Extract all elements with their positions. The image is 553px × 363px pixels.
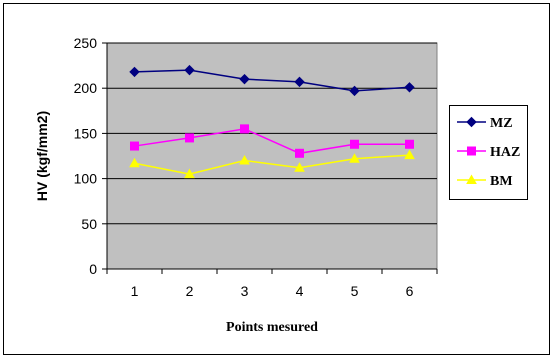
x-axis-label: Points mesured	[226, 320, 318, 335]
y-tick-label: 150	[74, 125, 98, 141]
legend-box	[449, 105, 528, 200]
series-mz	[129, 64, 415, 97]
legend: MZ HAZ BM	[449, 105, 528, 200]
x-tick-label: 3	[241, 283, 249, 299]
y-tick-label: 0	[89, 261, 97, 277]
data-point-mz	[294, 76, 305, 88]
data-point-mz	[404, 82, 415, 93]
y-axis-label: HV (kgf/mm2)	[34, 111, 50, 201]
y-tick-label: 50	[81, 216, 97, 232]
legend-marker-haz	[467, 146, 476, 156]
data-point-bm	[239, 155, 250, 165]
series-bm	[129, 149, 415, 179]
gridlines	[107, 42, 437, 225]
y-tick-label: 100	[74, 171, 98, 187]
data-point-bm	[404, 149, 415, 160]
data-point-mz	[239, 73, 250, 85]
data-point-mz	[129, 66, 140, 78]
data-point-haz	[295, 148, 304, 158]
data-point-haz	[405, 139, 414, 149]
y-tick-label: 200	[74, 80, 98, 96]
x-tick-label: 1	[131, 283, 139, 299]
data-point-mz	[184, 64, 195, 76]
data-point-haz	[185, 133, 194, 143]
data-point-mz	[349, 85, 360, 97]
series-line-haz	[134, 128, 410, 155]
data-point-haz	[130, 141, 139, 151]
series-layer	[129, 64, 415, 179]
x-tick-label: 5	[351, 283, 359, 299]
legend-label-haz: HAZ	[490, 145, 520, 160]
legend-label-mz: MZ	[490, 116, 513, 131]
series-haz	[130, 124, 414, 158]
x-axis-ticks: 1 2 3 4 5 6	[106, 269, 438, 299]
data-point-bm	[294, 162, 305, 172]
data-point-bm	[184, 168, 195, 179]
legend-label-bm: BM	[490, 174, 513, 189]
series-line-bm	[134, 154, 410, 175]
data-point-haz	[350, 139, 359, 149]
x-tick-label: 6	[406, 283, 414, 299]
x-tick-label: 2	[186, 283, 194, 299]
legend-marker-bm	[466, 174, 477, 184]
legend-marker-mz	[466, 116, 477, 128]
data-point-haz	[240, 124, 249, 134]
y-axis-ticks: 0 50 100 150 200 250	[74, 35, 107, 277]
x-tick-label: 4	[296, 283, 304, 299]
y-tick-label: 250	[74, 35, 98, 51]
data-point-bm	[349, 153, 360, 163]
series-line-mz	[134, 69, 410, 92]
data-point-bm	[129, 157, 140, 168]
legend-items: MZ HAZ BM	[457, 116, 520, 189]
